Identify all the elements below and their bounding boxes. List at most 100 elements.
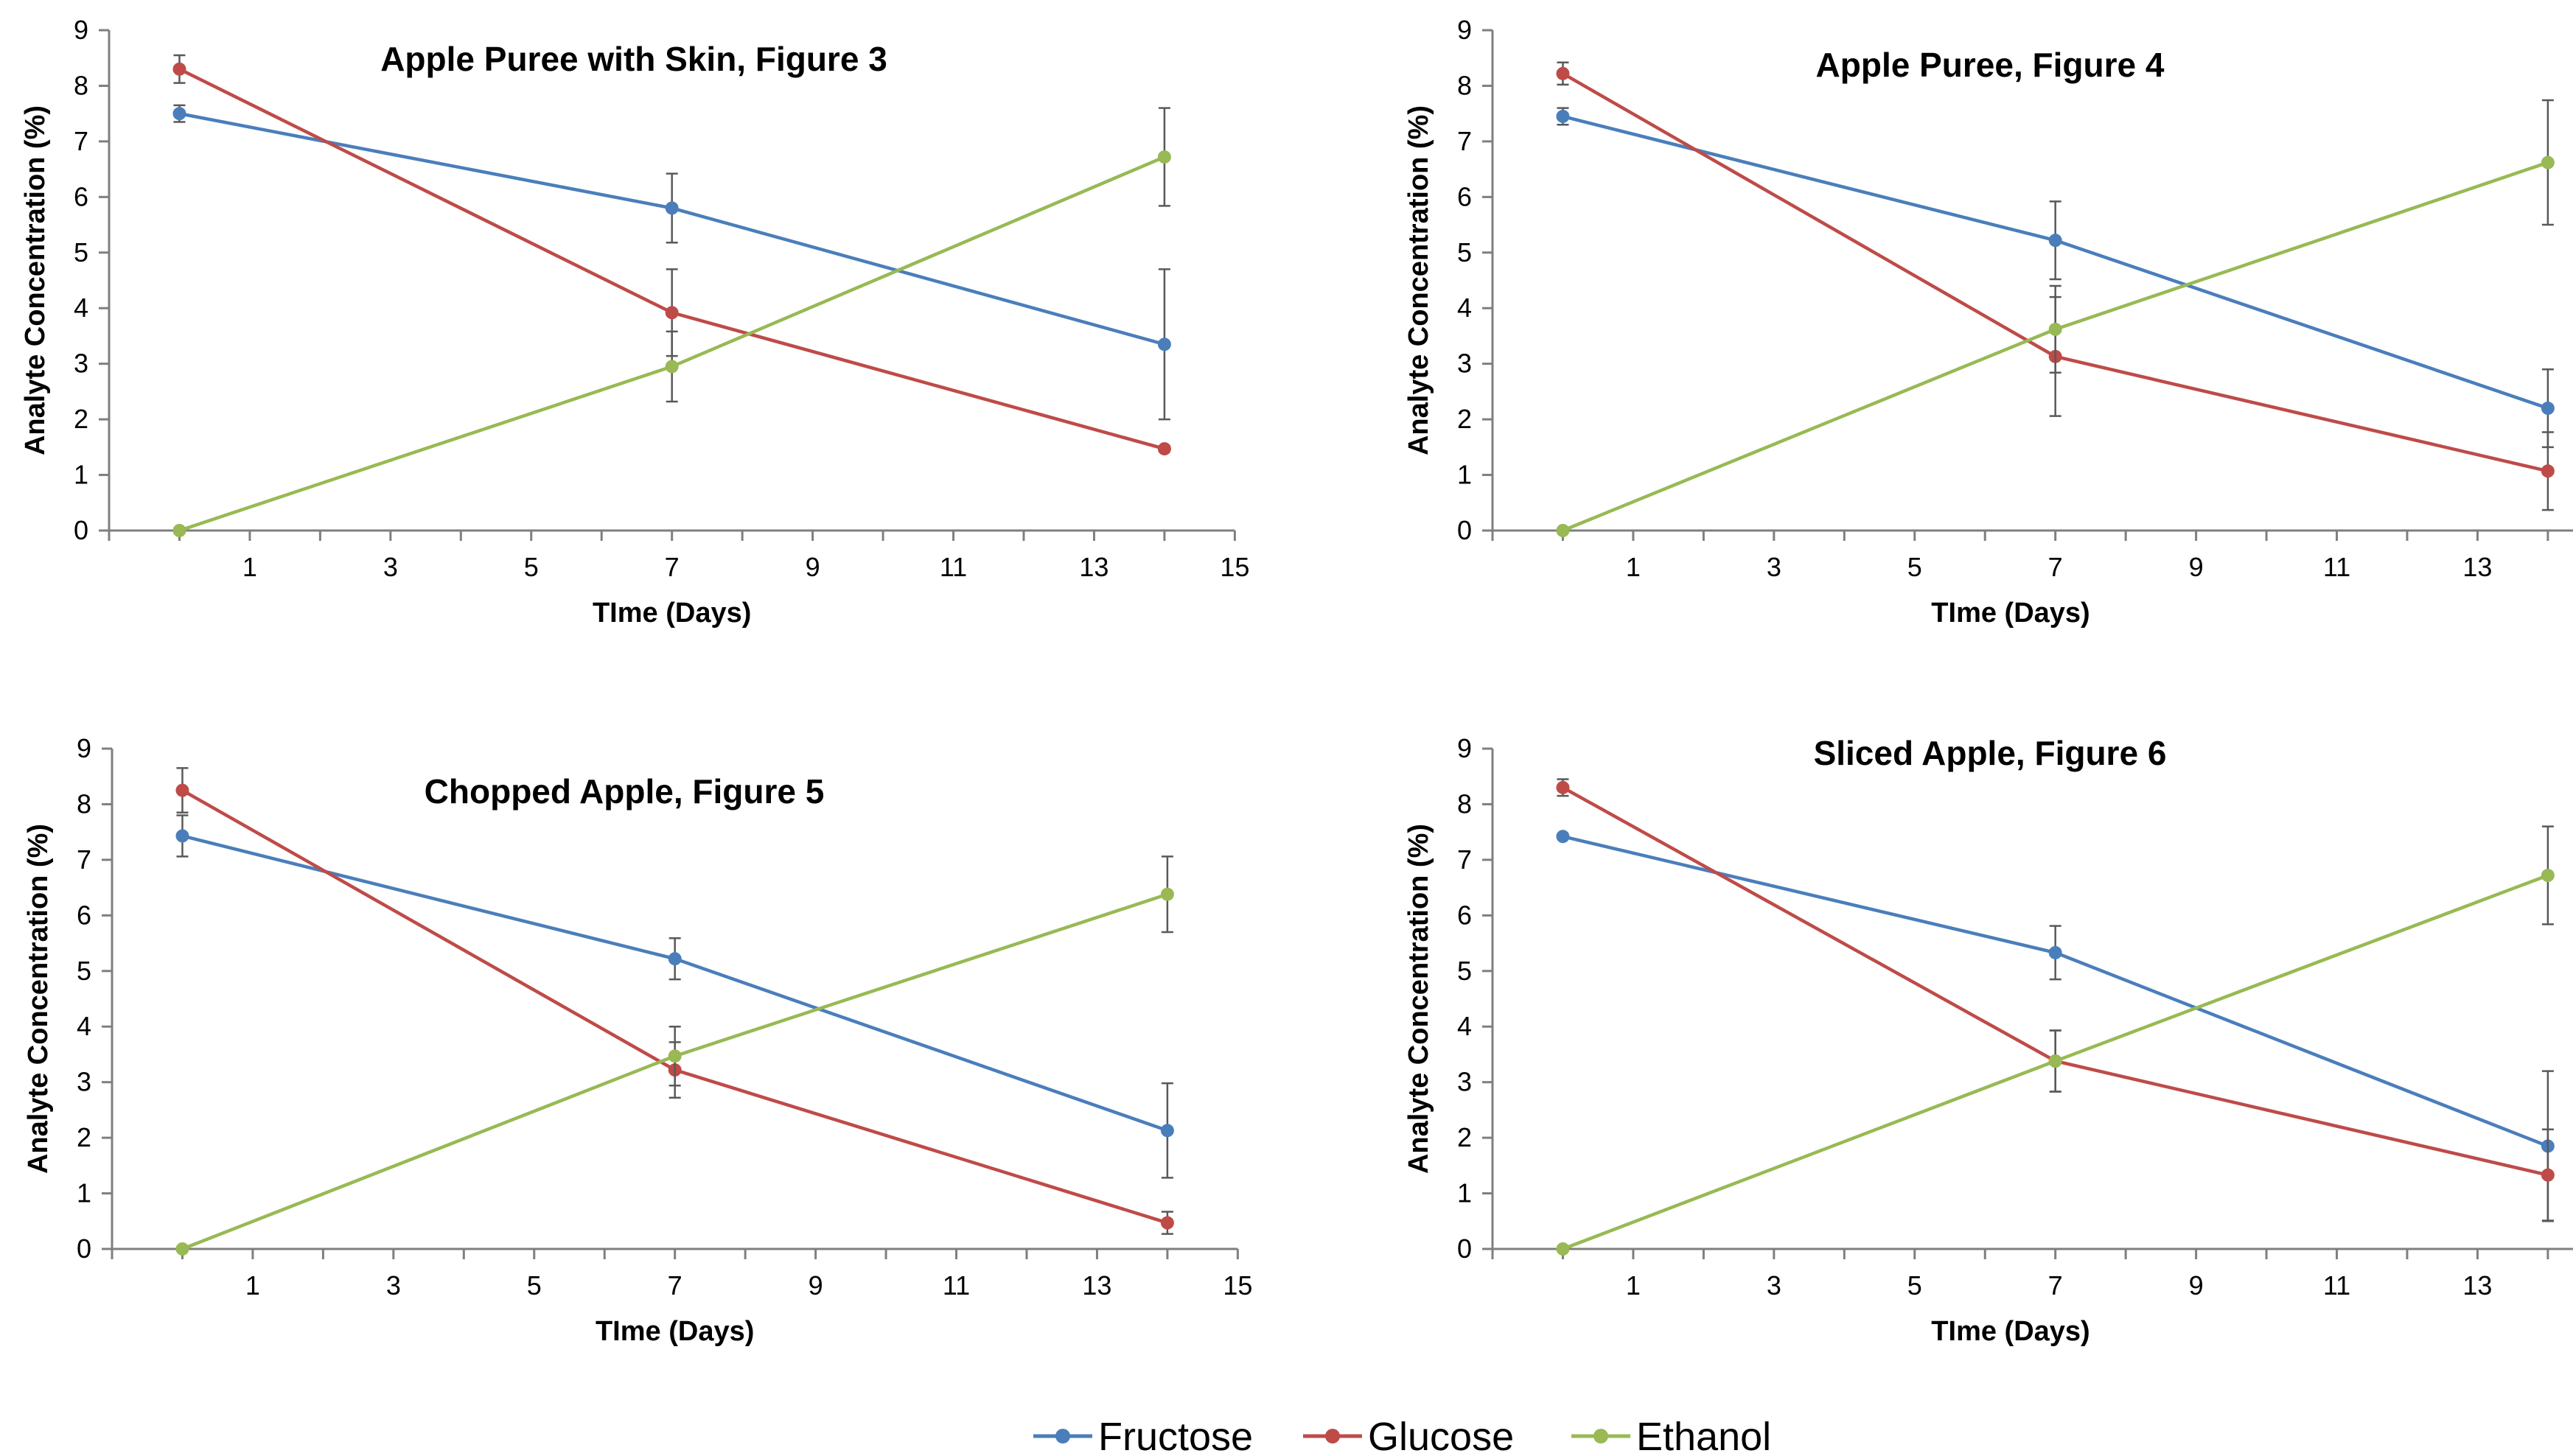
y-tick-label: 4	[1457, 1011, 1472, 1041]
x-tick-label: 9	[2189, 552, 2204, 582]
x-tick-label: 5	[527, 1270, 542, 1301]
x-tick-label: 3	[1767, 1270, 1781, 1301]
y-tick-label: 9	[1457, 733, 1472, 763]
data-point	[175, 783, 189, 797]
y-tick-label: 6	[77, 900, 91, 930]
y-tick-label: 0	[1457, 515, 1472, 545]
x-tick-label: 3	[386, 1270, 401, 1301]
legend-label: Ethanol	[1636, 1415, 1771, 1456]
series-fructose	[172, 104, 1171, 421]
series-line	[1562, 835, 2549, 1148]
data-point	[2048, 945, 2062, 959]
x-tick-label: 3	[383, 552, 398, 582]
x-tick-label: 15	[1223, 1270, 1252, 1301]
x-tick-label: 13	[1082, 1270, 1111, 1301]
data-point	[172, 107, 186, 121]
y-tick-label: 5	[1457, 237, 1472, 267]
y-tick-label: 0	[1457, 1233, 1472, 1264]
legend-marker	[1593, 1429, 1608, 1443]
series-ethanol	[1556, 99, 2555, 537]
data-point	[665, 201, 679, 215]
x-tick-label: 5	[524, 552, 539, 582]
data-point	[1556, 830, 1570, 844]
data-point	[2541, 155, 2555, 169]
data-point	[175, 1242, 189, 1256]
data-point	[1556, 109, 1570, 123]
data-point	[172, 524, 186, 537]
data-point	[1556, 66, 1570, 80]
y-tick-label: 5	[77, 956, 91, 986]
x-tick-label: 7	[2048, 1270, 2063, 1301]
x-tick-label: 7	[2048, 552, 2063, 582]
y-axis-title: Analyte Concentration (%)	[1403, 824, 1434, 1174]
y-tick-label: 2	[1457, 1122, 1472, 1152]
x-tick-label: 5	[1907, 552, 1922, 582]
y-tick-label: 2	[1457, 404, 1472, 434]
y-tick-label: 5	[74, 237, 88, 267]
x-tick-label: 1	[245, 1270, 260, 1301]
y-tick-label: 7	[1457, 126, 1472, 156]
y-axis-title: Analyte Concentration (%)	[23, 824, 54, 1174]
x-tick-label: 7	[668, 1270, 682, 1301]
series-fructose	[1556, 830, 2555, 1222]
y-tick-label: 8	[1457, 70, 1472, 100]
y-tick-label: 8	[74, 70, 88, 100]
x-axis-title: TIme (Days)	[1931, 1316, 2090, 1347]
series-line	[1562, 785, 2549, 1177]
y-tick-label: 0	[77, 1233, 91, 1264]
data-point	[1160, 1216, 1174, 1230]
y-tick-label: 1	[74, 460, 88, 490]
x-axis-title: TIme (Days)	[593, 598, 751, 629]
y-tick-label: 8	[77, 788, 91, 819]
series-ethanol	[1556, 825, 2555, 1256]
y-tick-label: 9	[1457, 15, 1472, 45]
x-tick-label: 5	[1907, 1270, 1922, 1301]
y-tick-label: 0	[74, 515, 88, 545]
y-tick-label: 6	[1457, 900, 1472, 930]
data-point	[665, 306, 679, 320]
y-tick-label: 6	[74, 181, 88, 211]
y-tick-label: 8	[1457, 788, 1472, 819]
legend-label: Glucose	[1368, 1415, 1514, 1456]
data-point	[1556, 524, 1570, 537]
y-tick-label: 1	[1457, 1178, 1472, 1208]
data-point	[175, 829, 189, 843]
chart-title: Chopped Apple, Figure 5	[425, 772, 825, 811]
x-tick-label: 11	[2323, 1270, 2350, 1301]
data-point	[668, 952, 682, 966]
data-point	[2048, 234, 2062, 248]
x-tick-label: 11	[2323, 552, 2350, 582]
y-tick-label: 9	[77, 733, 91, 763]
legend: Fructose Glucose Ethanol	[1033, 1415, 1771, 1456]
series-glucose	[175, 767, 1174, 1235]
y-tick-label: 1	[1457, 460, 1472, 490]
data-point	[2541, 869, 2555, 883]
x-tick-label: 1	[1626, 1270, 1641, 1301]
chart-title: Apple Puree with Skin, Figure 3	[380, 40, 887, 78]
y-tick-label: 6	[1457, 181, 1472, 211]
series-line	[181, 788, 1168, 1225]
legend-marker	[1325, 1429, 1340, 1443]
series-ethanol	[172, 107, 1171, 537]
y-tick-label: 4	[77, 1011, 91, 1041]
data-point	[2048, 1054, 2062, 1068]
data-point	[1157, 337, 1171, 351]
x-tick-label: 11	[940, 552, 967, 582]
y-tick-label: 3	[77, 1067, 91, 1097]
series-ethanol	[175, 855, 1174, 1256]
y-tick-label: 1	[77, 1178, 91, 1208]
data-point	[1556, 1242, 1570, 1256]
legend-marker	[1055, 1429, 1070, 1443]
data-point	[665, 360, 679, 374]
x-tick-label: 11	[943, 1270, 970, 1301]
y-tick-label: 7	[77, 844, 91, 875]
x-tick-label: 13	[2462, 552, 2492, 582]
data-point	[2541, 1168, 2555, 1182]
y-tick-label: 4	[1457, 293, 1472, 323]
data-point	[1157, 442, 1171, 456]
y-tick-label: 2	[77, 1122, 91, 1152]
